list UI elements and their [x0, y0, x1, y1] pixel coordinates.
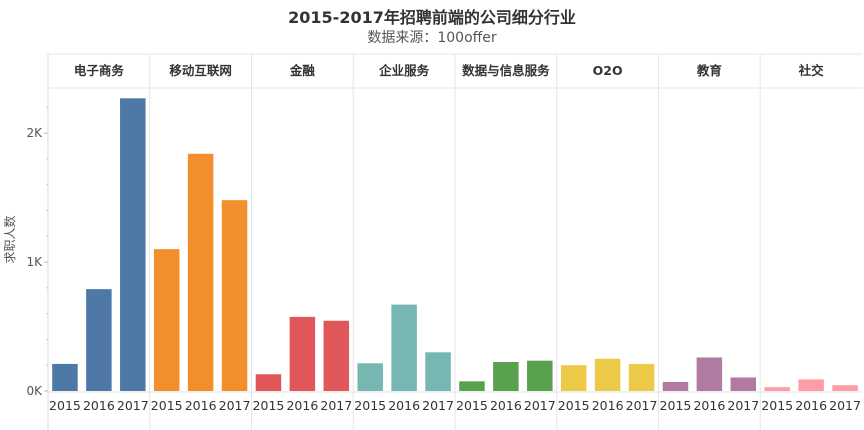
x-tick-label: 2016	[286, 398, 318, 413]
x-tick-label: 2015	[354, 398, 386, 413]
y-tick-label: 0K	[26, 384, 43, 398]
x-tick-label: 2016	[490, 398, 522, 413]
x-tick-label: 2017	[524, 398, 556, 413]
x-tick-label: 2017	[422, 398, 454, 413]
x-tick-label: 2015	[253, 398, 285, 413]
chart-subtitle: 数据来源：100offer	[367, 30, 497, 46]
x-tick-label: 2016	[592, 398, 624, 413]
bar-金融-2015	[255, 374, 282, 391]
x-tick-label: 2016	[185, 398, 217, 413]
bar-社交-2015	[764, 387, 790, 391]
bar-O2O-2016	[594, 358, 621, 391]
bar-O2O-2017	[628, 363, 655, 391]
bar-数据与信息服务-2016	[493, 361, 519, 391]
x-tick-label: 2015	[761, 398, 793, 413]
bar-电子商务-2016	[86, 289, 112, 391]
bar-电子商务-2017	[120, 98, 146, 392]
x-tick-label: 2015	[49, 398, 81, 413]
x-tick-label: 2015	[558, 398, 590, 413]
x-tick-label: 2016	[693, 398, 725, 413]
x-tick-label: 2017	[829, 398, 861, 413]
x-tick-label: 2015	[456, 398, 488, 413]
x-tick-label: 2017	[117, 398, 149, 413]
panel-header: 企业服务	[378, 63, 430, 78]
x-tick-label: 2017	[219, 398, 251, 413]
y-tick-label: 2K	[26, 126, 43, 140]
x-tick-label: 2016	[795, 398, 827, 413]
bar-企业服务-2016	[391, 304, 417, 391]
x-tick-label: 2017	[727, 398, 759, 413]
panel-header: 教育	[696, 63, 723, 78]
x-tick-label: 2017	[320, 398, 352, 413]
y-axis-label: 求职人数	[2, 215, 17, 263]
bar-移动互联网-2017	[221, 200, 248, 391]
x-tick-label: 2015	[660, 398, 692, 413]
panel-header: 数据与信息服务	[461, 63, 550, 78]
bar-教育-2016	[696, 357, 723, 391]
bar-移动互联网-2016	[187, 153, 214, 391]
panel-header: 移动互联网	[169, 63, 232, 78]
bar-移动互联网-2015	[153, 249, 180, 391]
x-tick-label: 2016	[83, 398, 115, 413]
bar-数据与信息服务-2017	[527, 360, 553, 391]
bar-企业服务-2017	[425, 352, 451, 391]
panel-header: O2O	[593, 63, 623, 78]
x-tick-label: 2017	[626, 398, 658, 413]
bar-电子商务-2015	[52, 363, 78, 391]
bar-金融-2017	[323, 320, 350, 391]
bar-数据与信息服务-2015	[459, 381, 485, 391]
x-tick-label: 2016	[388, 398, 420, 413]
bar-社交-2017	[832, 385, 858, 391]
bar-教育-2015	[662, 381, 689, 391]
y-tick-label: 1K	[26, 255, 43, 269]
chart-title: 2015-2017年招聘前端的公司细分行业	[288, 8, 576, 27]
bar-金融-2016	[289, 316, 316, 391]
bar-企业服务-2015	[357, 363, 383, 391]
panel-header: 社交	[798, 63, 825, 78]
x-tick-label: 2015	[151, 398, 183, 413]
bar-教育-2017	[730, 377, 757, 391]
bar-O2O-2015	[560, 365, 587, 391]
panel-header: 电子商务	[74, 63, 125, 78]
panel-header: 金融	[289, 63, 316, 78]
bar-社交-2016	[798, 379, 824, 391]
